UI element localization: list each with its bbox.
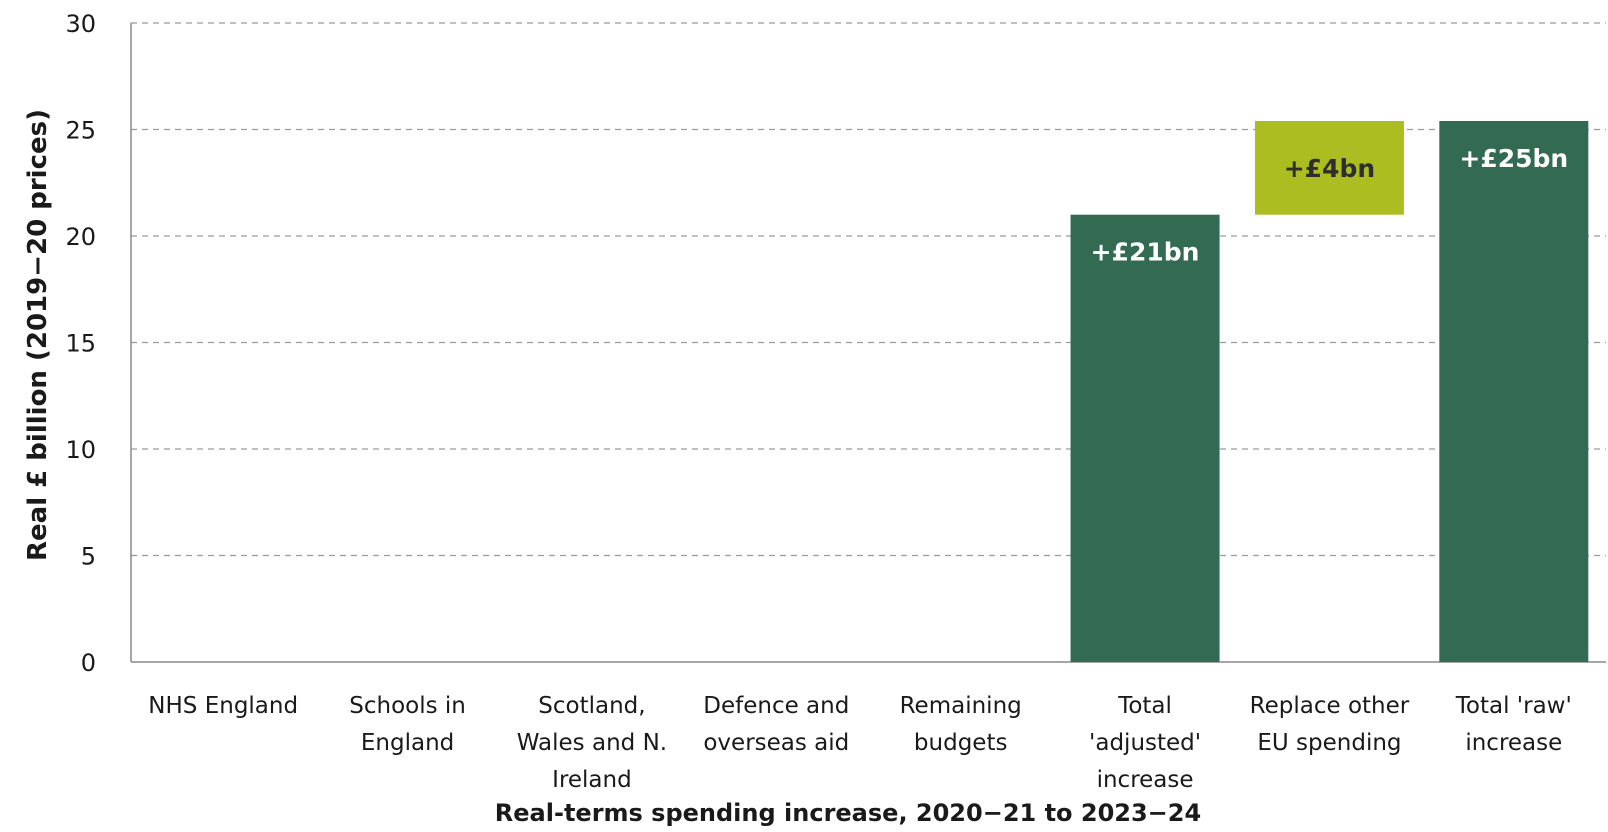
bar	[1254, 120, 1404, 215]
x-axis-title: Real-terms spending increase, 2020−21 to…	[495, 799, 1201, 827]
bar	[1070, 214, 1220, 662]
x-category-label: Total'adjusted' increase	[1089, 693, 1201, 793]
x-category-label: Scotland, Wales and N. Ireland	[517, 693, 667, 793]
bar-data-label: +£25bn	[1459, 144, 1568, 173]
x-category-label: Replace other EU spending	[1250, 693, 1410, 756]
x-category-label: Remaining budgets	[900, 693, 1022, 756]
y-tick-label: 15	[65, 330, 96, 358]
x-category-label: Schools in England	[349, 693, 466, 756]
y-tick-label: 10	[65, 436, 96, 464]
y-tick-label: 20	[65, 223, 96, 251]
y-tick-label: 5	[81, 543, 96, 571]
y-tick-label: 25	[65, 117, 96, 145]
x-axis-categories: NHS England Schools in England Scotland, Wal…	[148, 693, 1572, 793]
x-category-label: Total 'raw' increase	[1455, 693, 1572, 756]
bars: +£21bn +£4bn +£25bn	[1070, 120, 1589, 663]
bar-data-label: +£4bn	[1284, 154, 1375, 183]
x-category-label: NHS England	[148, 693, 298, 719]
bar	[1439, 120, 1589, 663]
x-category-label: Defence and overseas aid	[703, 693, 849, 756]
y-axis-ticks: 0 5 10 15 20 25 30	[65, 10, 96, 677]
gridlines	[130, 22, 1606, 663]
bar-data-label: +£21bn	[1091, 238, 1200, 267]
y-tick-label: 30	[65, 10, 96, 38]
y-tick-label: 0	[81, 649, 96, 677]
y-axis-title: Real £ billion (2019−20 prices)	[23, 109, 53, 561]
